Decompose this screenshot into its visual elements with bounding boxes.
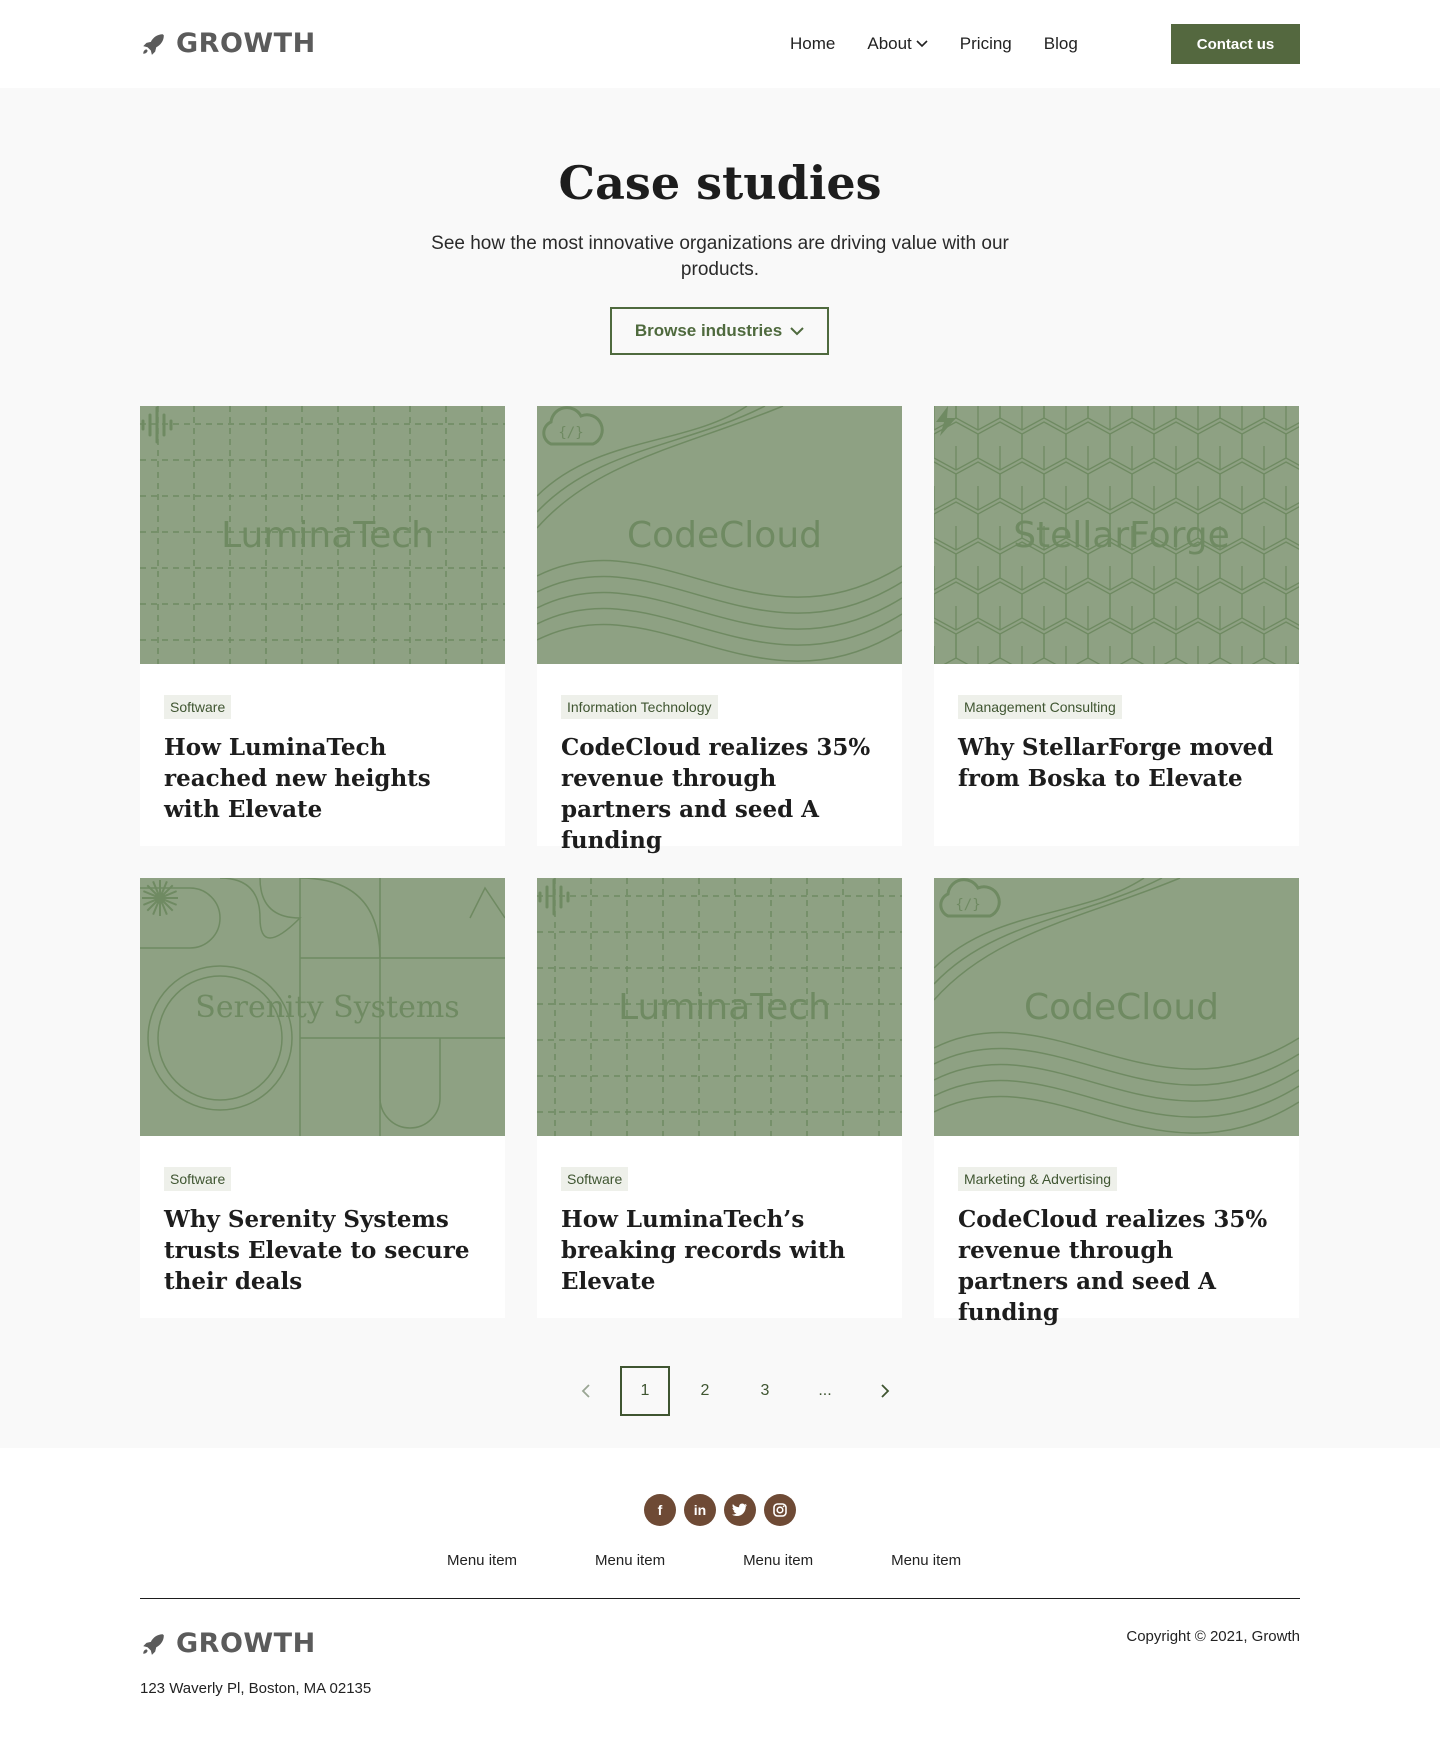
pattern-background	[140, 406, 505, 664]
page-3[interactable]: 3	[760, 1382, 770, 1399]
case-study-card[interactable]: StellarForge Management Consulting Why S…	[934, 406, 1299, 846]
nav-about-label: About	[867, 34, 912, 53]
case-study-title[interactable]: Why StellarForge moved from Boska to Ele…	[958, 734, 1274, 792]
case-study-title[interactable]: CodeCloud realizes 35% revenue through p…	[561, 734, 871, 854]
nav-pricing[interactable]: Pricing	[959, 34, 1012, 53]
rocket-icon	[143, 1633, 164, 1655]
industry-tag: Software	[164, 695, 232, 719]
case-study-card[interactable]: LuminaTech Software How LuminaTech reach…	[140, 406, 505, 846]
pattern-background	[934, 878, 1299, 1134]
brand-logo: LuminaTech	[140, 406, 505, 664]
pattern-background	[537, 406, 902, 662]
brand-name: CodeCloud	[627, 514, 822, 556]
svg-text:{/}: {/}	[558, 425, 583, 441]
footer-divider	[140, 1598, 1300, 1599]
case-study-title[interactable]: Why Serenity Systems trusts Elevate to s…	[164, 1206, 470, 1295]
brand-logo: StellarForge	[934, 406, 1299, 664]
page-1[interactable]: 1	[620, 1366, 670, 1416]
page-ellipsis: ...	[818, 1382, 832, 1399]
case-study-card[interactable]: {/} CodeCloud Information Technology Cod…	[537, 406, 902, 854]
chevron-down-icon	[790, 326, 804, 335]
facebook-icon[interactable]: f	[644, 1494, 676, 1526]
main-nav: Home About Pricing Blog	[790, 34, 1078, 54]
svg-text:{/}: {/}	[955, 897, 980, 913]
brand-logo: {/} CodeCloud	[537, 406, 902, 664]
footer-menu: Menu item Menu item Menu item Menu item	[447, 1552, 961, 1569]
brand-name: LuminaTech	[618, 986, 831, 1028]
brand-name: LuminaTech	[221, 514, 434, 556]
footer-menu-item[interactable]: Menu item	[447, 1552, 518, 1569]
brand-name: CodeCloud	[1024, 986, 1219, 1028]
page-subtitle: See how the most innovative organization…	[431, 233, 1009, 280]
browse-label: Browse industries	[634, 321, 783, 340]
case-study-title[interactable]: How LuminaTech’s breaking records with E…	[561, 1206, 846, 1295]
nav-about[interactable]: About	[867, 34, 928, 54]
footer-address: 123 Waverly Pl, Boston, MA 02135	[140, 1680, 372, 1697]
nav-blog[interactable]: Blog	[1043, 34, 1078, 53]
case-study-image: Serenity Systems	[140, 878, 505, 1136]
main: Case studies See how the most innovative…	[0, 88, 1440, 1448]
brand-logo: Serenity Systems	[140, 878, 505, 1136]
footer-logo-text: GROWTH	[176, 1628, 316, 1659]
industry-tag: Marketing & Advertising	[958, 1167, 1118, 1191]
footer-menu-item[interactable]: Menu item	[743, 1552, 814, 1569]
contact-button[interactable]: Contact us	[1171, 24, 1300, 64]
footer-menu-item[interactable]: Menu item	[891, 1552, 962, 1569]
industry-tag: Information Technology	[561, 695, 718, 719]
case-study-image: LuminaTech	[537, 878, 902, 1136]
brand-logo: {/} CodeCloud	[934, 878, 1299, 1136]
pattern-background	[934, 406, 1299, 664]
case-study-image: StellarForge	[934, 406, 1299, 664]
chevron-right-icon	[880, 1384, 889, 1398]
page-2[interactable]: 2	[700, 1382, 710, 1399]
rocket-icon	[143, 33, 164, 55]
chevron-left-icon	[581, 1384, 590, 1398]
footer-menu-item[interactable]: Menu item	[595, 1552, 666, 1569]
case-study-card[interactable]: LuminaTech Software How LuminaTech’s bre…	[537, 878, 902, 1318]
case-study-title[interactable]: CodeCloud realizes 35% revenue through p…	[958, 1206, 1268, 1326]
pagination: 1 2 3 ...	[560, 1366, 920, 1416]
logo[interactable]: GROWTH	[140, 28, 316, 59]
next-page-button[interactable]	[860, 1366, 910, 1416]
twitter-icon[interactable]	[724, 1494, 756, 1526]
header: GROWTH Home About Pricing Blog Contact u…	[0, 0, 1440, 88]
pattern-background	[537, 878, 902, 1136]
footer: f in Menu item Menu item Menu item Menu …	[0, 1448, 1440, 1739]
case-study-title[interactable]: How LuminaTech reached new heights with …	[164, 734, 431, 823]
case-study-image: {/} CodeCloud	[537, 406, 902, 664]
case-study-card[interactable]: Serenity Systems Software Why Serenity S…	[140, 878, 505, 1318]
brand-name: StellarForge	[1013, 514, 1230, 556]
brand-name: Serenity Systems	[195, 989, 460, 1025]
prev-page-button[interactable]	[560, 1366, 610, 1416]
case-study-card[interactable]: {/} CodeCloud Marketing & Advertising Co…	[934, 878, 1299, 1326]
chevron-down-icon	[916, 40, 928, 48]
nav-home[interactable]: Home	[790, 34, 836, 53]
logo-text: GROWTH	[176, 28, 316, 59]
footer-copyright: Copyright © 2021, Growth	[1126, 1628, 1300, 1645]
brand-logo: LuminaTech	[537, 878, 902, 1136]
social-links: f in	[644, 1494, 796, 1526]
industry-tag: Software	[164, 1167, 232, 1191]
browse-industries-button[interactable]: Browse industries	[610, 307, 829, 355]
case-study-image: LuminaTech	[140, 406, 505, 664]
instagram-icon[interactable]	[764, 1494, 796, 1526]
linkedin-icon[interactable]: in	[684, 1494, 716, 1526]
page-title: Case studies	[558, 156, 882, 210]
pattern-background	[140, 878, 505, 1136]
industry-tag: Software	[561, 1167, 629, 1191]
case-study-image: {/} CodeCloud	[934, 878, 1299, 1136]
industry-tag: Management Consulting	[958, 695, 1122, 719]
footer-logo[interactable]: GROWTH	[140, 1628, 316, 1659]
